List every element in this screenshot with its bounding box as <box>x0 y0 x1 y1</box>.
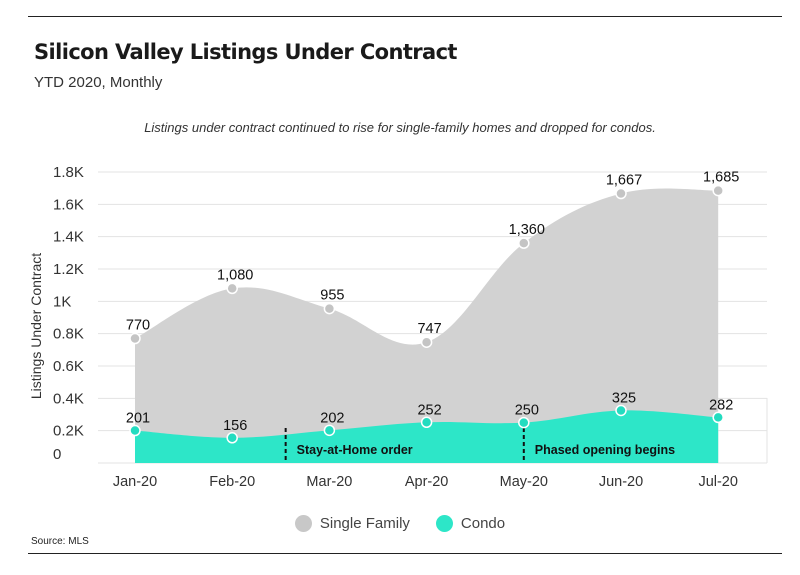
single-family-point <box>712 184 724 197</box>
condo-swatch <box>435 515 453 532</box>
y-tick-label: 0.6K <box>53 358 84 375</box>
single-family-swatch <box>294 515 312 532</box>
chart-title: Silicon Valley Listings Under Contract <box>34 40 457 64</box>
y-tick-label: 0.4K <box>53 390 84 407</box>
condo-point <box>226 432 238 444</box>
chart-subtitle: YTD 2020, Monthly <box>34 74 163 91</box>
single-family-data-label: 955 <box>320 288 344 304</box>
single-family-data-label: 1,080 <box>217 267 253 283</box>
single-family-point <box>129 332 141 345</box>
single-family-point <box>323 302 336 315</box>
x-tick-label: Jul-20 <box>698 474 738 490</box>
x-tick-label: Jun-20 <box>599 474 643 490</box>
x-tick-label: Apr-20 <box>405 474 449 490</box>
bottom-rule <box>28 553 782 554</box>
single-family-data-label: 747 <box>417 321 441 337</box>
chart-annotation: Listings under contract continued to ris… <box>144 120 656 135</box>
y-tick-label: 1.6K <box>53 196 84 213</box>
single-family-point <box>420 336 433 348</box>
y-tick-label: 0 <box>53 446 61 463</box>
event-marker-label: Stay-at-Home order <box>297 443 413 457</box>
y-tick-label: 1.4K <box>53 229 84 246</box>
x-tick-label: Feb-20 <box>209 474 255 490</box>
condo-data-label: 325 <box>612 390 636 406</box>
legend-label-single-family: Single Family <box>319 515 410 532</box>
condo-area <box>135 410 719 463</box>
y-tick-label: 1.8K <box>53 164 84 181</box>
condo-data-label: 156 <box>223 418 247 434</box>
condo-point <box>615 404 627 417</box>
legend-label-condo: Condo <box>460 515 506 532</box>
single-family-point <box>226 282 238 295</box>
condo-point <box>712 411 724 424</box>
legend: Single Family Condo <box>0 515 800 532</box>
y-tick-label: 1.2K <box>53 261 84 278</box>
event-marker-label: Phased opening begins <box>535 443 675 457</box>
y-axis-label: Listings Under Contract <box>28 253 44 399</box>
x-tick-label: May-20 <box>500 474 548 490</box>
condo-data-label: 202 <box>320 410 344 426</box>
condo-data-label: 252 <box>417 402 441 418</box>
condo-point <box>129 424 141 437</box>
y-tick-label: 1K <box>53 293 71 310</box>
y-tick-label: 0.2K <box>53 423 84 440</box>
single-family-point <box>615 187 627 200</box>
x-tick-label: Jan-20 <box>113 474 157 490</box>
single-family-data-label: 1,685 <box>703 170 739 186</box>
condo-data-label: 282 <box>709 397 733 413</box>
x-tick-label: Mar-20 <box>306 474 352 490</box>
condo-point <box>518 416 530 429</box>
top-rule <box>28 16 782 17</box>
single-family-area <box>135 188 719 464</box>
condo-point <box>420 416 433 429</box>
source-note: Source: MLS <box>31 536 89 547</box>
condo-data-label: 250 <box>515 403 539 419</box>
single-family-data-label: 1,667 <box>606 173 642 189</box>
single-family-point <box>518 237 530 249</box>
single-family-data-label: 1,360 <box>509 222 545 238</box>
legend-item-condo[interactable]: Condo <box>435 515 506 532</box>
single-family-data-label: 770 <box>126 318 150 334</box>
condo-data-label: 201 <box>126 411 150 427</box>
condo-point <box>323 424 336 437</box>
legend-item-single-family[interactable]: Single Family <box>294 515 410 532</box>
y-tick-label: 0.8K <box>53 326 84 343</box>
